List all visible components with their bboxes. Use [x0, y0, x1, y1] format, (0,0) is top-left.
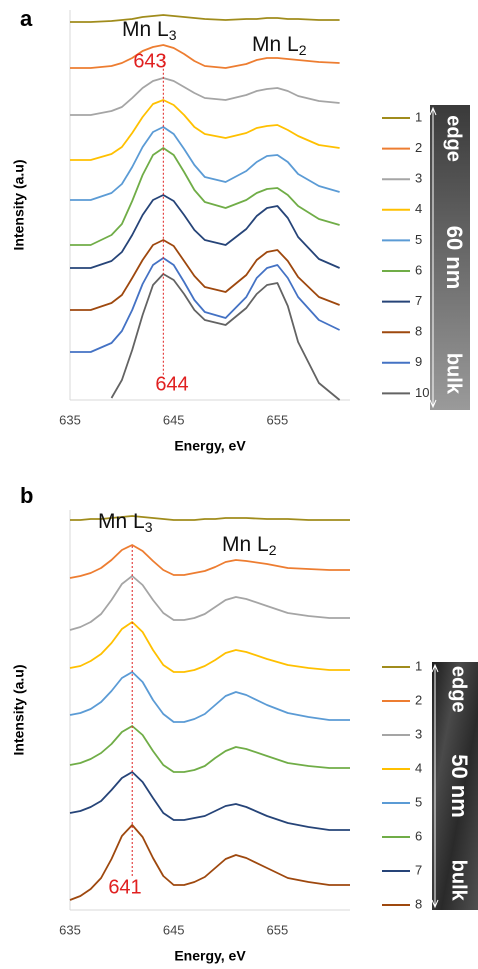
edge-label-text: Mn L [98, 510, 145, 533]
inset-label: bulk [448, 860, 470, 902]
legend-label: 4 [415, 201, 422, 216]
spectrum-line [70, 99, 340, 161]
inset-label: 60 nm [442, 226, 467, 290]
inset-arrowhead [429, 106, 437, 409]
edge-label-text: Mn L [252, 33, 299, 56]
spectrum-line [69, 575, 350, 631]
spectrum-line [69, 621, 350, 673]
spectrum-line [69, 824, 350, 901]
edge-label-subscript: 3 [145, 519, 153, 535]
spectrum-line [70, 239, 340, 311]
spectrum-line [70, 147, 340, 246]
panel-label: a [20, 6, 33, 31]
x-tick-label: 645 [163, 922, 185, 937]
panel-label: b [20, 483, 33, 508]
edge-label-text: Mn L [122, 18, 169, 41]
spectrum-line [70, 515, 350, 521]
x-axis-title: Energy, eV [174, 948, 246, 964]
inset-label: edge [443, 115, 465, 162]
spectrum-line [69, 725, 350, 773]
spectrum-line [70, 44, 340, 69]
spectrum-line [70, 126, 340, 201]
spectrum-line [70, 77, 340, 116]
x-tick-label: 655 [267, 412, 289, 427]
legend-label: 10 [415, 385, 429, 400]
peak-label: 644 [155, 373, 188, 395]
spectrum-line [70, 14, 340, 23]
inset-label: bulk [443, 353, 465, 395]
peak-label: 641 [108, 876, 141, 898]
legend-label: 2 [415, 692, 422, 707]
legend-label: 7 [415, 293, 422, 308]
legend-label: 9 [415, 354, 422, 369]
legend-label: 8 [415, 324, 422, 339]
x-axis-title: Energy, eV [174, 438, 246, 454]
spectrum-line [69, 771, 350, 831]
legend-label: 3 [415, 171, 422, 186]
y-axis-title: Intensity (a.u) [11, 664, 27, 755]
legend-label: 1 [415, 109, 422, 124]
edge-label: Mn L3 [98, 510, 153, 535]
spectrum-line [70, 194, 340, 269]
legend-label: 4 [415, 760, 422, 775]
edge-label: Mn L2 [252, 33, 307, 58]
legend-label: 6 [415, 262, 422, 277]
y-axis-title: Intensity (a.u) [11, 159, 27, 250]
x-tick-label: 635 [59, 412, 81, 427]
spectrum-line [70, 257, 340, 353]
legend-label: 8 [415, 896, 422, 911]
legend-label: 1 [415, 658, 422, 673]
peak-label: 643 [133, 50, 166, 72]
spectrum-line [69, 671, 350, 723]
inset-arrowhead [431, 663, 439, 909]
spectrum-line [110, 273, 341, 401]
legend-label: 2 [415, 140, 422, 155]
edge-label-subscript: 2 [299, 42, 307, 58]
x-tick-label: 645 [163, 412, 185, 427]
edge-label-text: Mn L [222, 533, 269, 556]
x-tick-label: 655 [267, 922, 289, 937]
edge-label-subscript: 2 [269, 542, 277, 558]
legend-label: 5 [415, 232, 422, 247]
edge-label: Mn L3 [122, 18, 177, 43]
tem-inset [432, 662, 478, 910]
edge-label: Mn L2 [222, 533, 277, 558]
legend-label: 3 [415, 726, 422, 741]
edge-label-subscript: 3 [169, 27, 177, 43]
x-tick-label: 635 [59, 922, 81, 937]
inset-label: 50 nm [447, 754, 472, 818]
legend-label: 7 [415, 862, 422, 877]
legend-label: 6 [415, 828, 422, 843]
tem-inset [430, 105, 470, 410]
spectrum-line [69, 544, 350, 579]
inset-label: edge [448, 666, 470, 713]
legend-label: 5 [415, 794, 422, 809]
